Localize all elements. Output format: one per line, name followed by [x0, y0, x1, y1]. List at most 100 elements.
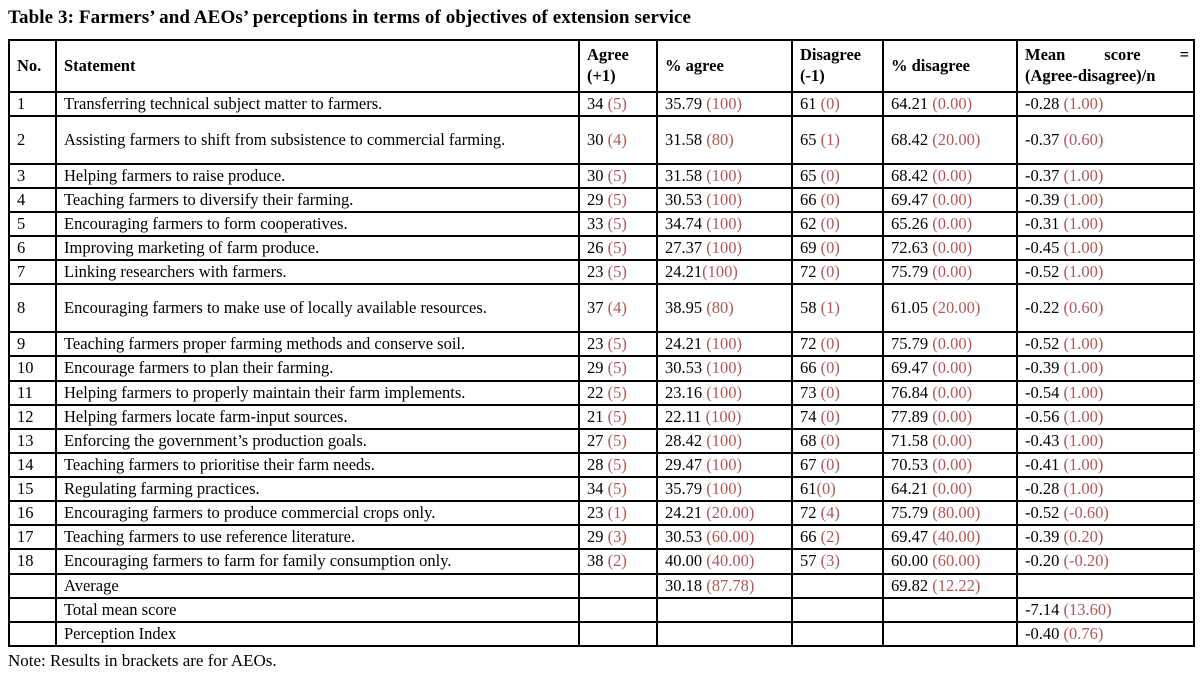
cell-disagree: 72 (4)	[791, 500, 884, 527]
value-aeo-bracket: (80)	[706, 298, 734, 318]
cell-pct-agree: 30.53 (60.00)	[656, 524, 793, 551]
value-main: 57	[800, 551, 821, 571]
value-main: 71.58	[891, 430, 933, 450]
cell-pct-agree: 31.58 (80)	[656, 114, 793, 165]
cell-statement: Encouraging farmers to farm for family c…	[55, 548, 580, 575]
value-main: 21	[587, 406, 608, 426]
value-aeo-bracket: (0.60)	[1063, 298, 1104, 318]
cell-disagree	[791, 596, 884, 623]
cell-agree: 23 (5)	[578, 331, 658, 358]
cell-agree: 28 (5)	[578, 451, 658, 479]
table-row: 12 Helping farmers locate farm-input sour…	[8, 403, 1195, 430]
value-main: 72	[800, 262, 821, 282]
cell-mean-score: -0.52 (-0.60)	[1016, 500, 1195, 527]
value-main: 23.16	[665, 382, 707, 402]
cell-mean-score: -0.28 (1.00)	[1016, 476, 1195, 503]
value-aeo-bracket: (100)	[705, 406, 742, 426]
column-header-no: No.	[8, 38, 57, 93]
value-main: 62	[800, 213, 821, 233]
value-aeo-bracket: (12.22)	[932, 575, 981, 595]
value-aeo-bracket: (3)	[820, 551, 840, 571]
cell-mean-score	[1016, 572, 1195, 599]
value-aeo-bracket: (1)	[820, 129, 840, 149]
summary-row: Perception Index -0.40 (0.76)	[8, 620, 1195, 647]
cell-no: 4	[8, 186, 57, 213]
cell-mean-score: -0.54 (1.00)	[1016, 379, 1195, 406]
value-aeo-bracket: (0.00)	[932, 165, 973, 185]
value-main: -0.22	[1025, 298, 1064, 318]
value-main: -0.43	[1025, 430, 1064, 450]
value-main: 30.53	[665, 358, 707, 378]
value-main: 28	[587, 454, 608, 474]
cell-agree: 29 (5)	[578, 355, 658, 382]
value-main: 69.47	[891, 189, 933, 209]
value-aeo-bracket: (60.00)	[706, 527, 755, 547]
mean-header-line2: (Agree-disagree)/n	[1025, 65, 1156, 85]
cell-mean-score: -0.39 (1.00)	[1016, 186, 1195, 213]
value-main: 58	[800, 298, 821, 318]
cell-mean-score: -0.37 (1.00)	[1016, 162, 1195, 189]
cell-pct-agree: 24.21 (100)	[656, 331, 793, 358]
cell-pct-disagree: 77.89 (0.00)	[882, 403, 1018, 430]
cell-mean-score: -0.45 (1.00)	[1016, 235, 1195, 262]
cell-agree: 30 (5)	[578, 162, 658, 189]
table-row: 17 Teaching farmers to use reference lite…	[8, 524, 1195, 551]
value-aeo-bracket: (5)	[607, 479, 627, 499]
value-main: 30.53	[665, 527, 707, 547]
value-aeo-bracket: (0.00)	[932, 358, 973, 378]
cell-agree: 26 (5)	[578, 235, 658, 262]
value-main: 69	[800, 238, 821, 258]
value-aeo-bracket: (1.00)	[1063, 479, 1104, 499]
value-main: 31.58	[665, 165, 707, 185]
cell-pct-disagree: 72.63 (0.00)	[882, 235, 1018, 262]
column-header-pct-agree: % agree	[656, 38, 793, 93]
cell-no: 15	[8, 476, 57, 503]
cell-statement: Encouraging farmers to form cooperatives…	[55, 210, 580, 238]
value-main: 30	[587, 129, 608, 149]
cell-pct-disagree: 75.79 (0.00)	[882, 259, 1018, 286]
value-aeo-bracket: (0.00)	[932, 382, 973, 402]
cell-statement: Teaching farmers to use reference litera…	[55, 524, 580, 551]
value-main: 69.47	[891, 527, 933, 547]
cell-no	[8, 572, 57, 599]
value-aeo-bracket: (100)	[706, 358, 742, 378]
value-aeo-bracket: (0)	[820, 93, 840, 113]
value-aeo-bracket: (4)	[820, 503, 840, 523]
cell-statement: Average	[55, 572, 580, 599]
table-row: 13 Enforcing the government’s production …	[8, 427, 1195, 454]
cell-pct-disagree: 60.00 (60.00)	[882, 548, 1018, 575]
value-main: 70.53	[891, 454, 933, 474]
value-aeo-bracket: (4)	[607, 298, 627, 318]
value-aeo-bracket: (87.78)	[706, 575, 755, 595]
value-aeo-bracket: (0)	[820, 165, 840, 185]
value-main: 64.21	[891, 479, 933, 499]
cell-disagree: 66 (2)	[791, 524, 884, 551]
value-aeo-bracket: (20.00)	[932, 298, 981, 318]
value-aeo-bracket: (5)	[607, 213, 627, 233]
cell-disagree: 72 (0)	[791, 331, 884, 358]
table-row: 3 Helping farmers to raise produce. 30 (5)…	[8, 162, 1195, 189]
value-aeo-bracket: (0.00)	[932, 93, 973, 113]
value-aeo-bracket: (5)	[607, 189, 627, 209]
value-main: 69.47	[891, 358, 933, 378]
perception-table: No. Statement Agree (+1) % agree Disagre…	[8, 38, 1195, 647]
cell-pct-disagree: 75.79 (80.00)	[882, 500, 1018, 527]
cell-disagree: 65 (1)	[791, 114, 884, 165]
value-main: 34	[587, 93, 608, 113]
value-aeo-bracket: (0.20)	[1063, 527, 1104, 547]
cell-disagree: 73 (0)	[791, 379, 884, 406]
cell-statement: Helping farmers locate farm-input source…	[55, 403, 580, 430]
value-aeo-bracket: (0.00)	[932, 406, 973, 426]
cell-no: 10	[8, 355, 57, 382]
value-main: -0.37	[1025, 129, 1064, 149]
cell-no: 3	[8, 162, 57, 189]
value-main: 34	[587, 479, 608, 499]
cell-disagree: 74 (0)	[791, 403, 884, 430]
value-main: 73	[800, 382, 821, 402]
cell-statement: Teaching farmers to diversify their farm…	[55, 186, 580, 213]
value-aeo-bracket: (0.76)	[1063, 623, 1104, 643]
cell-pct-disagree	[882, 596, 1018, 623]
cell-statement: Transferring technical subject matter to…	[55, 90, 580, 117]
value-aeo-bracket: (80.00)	[932, 503, 981, 523]
value-aeo-bracket: (1.00)	[1063, 454, 1104, 474]
